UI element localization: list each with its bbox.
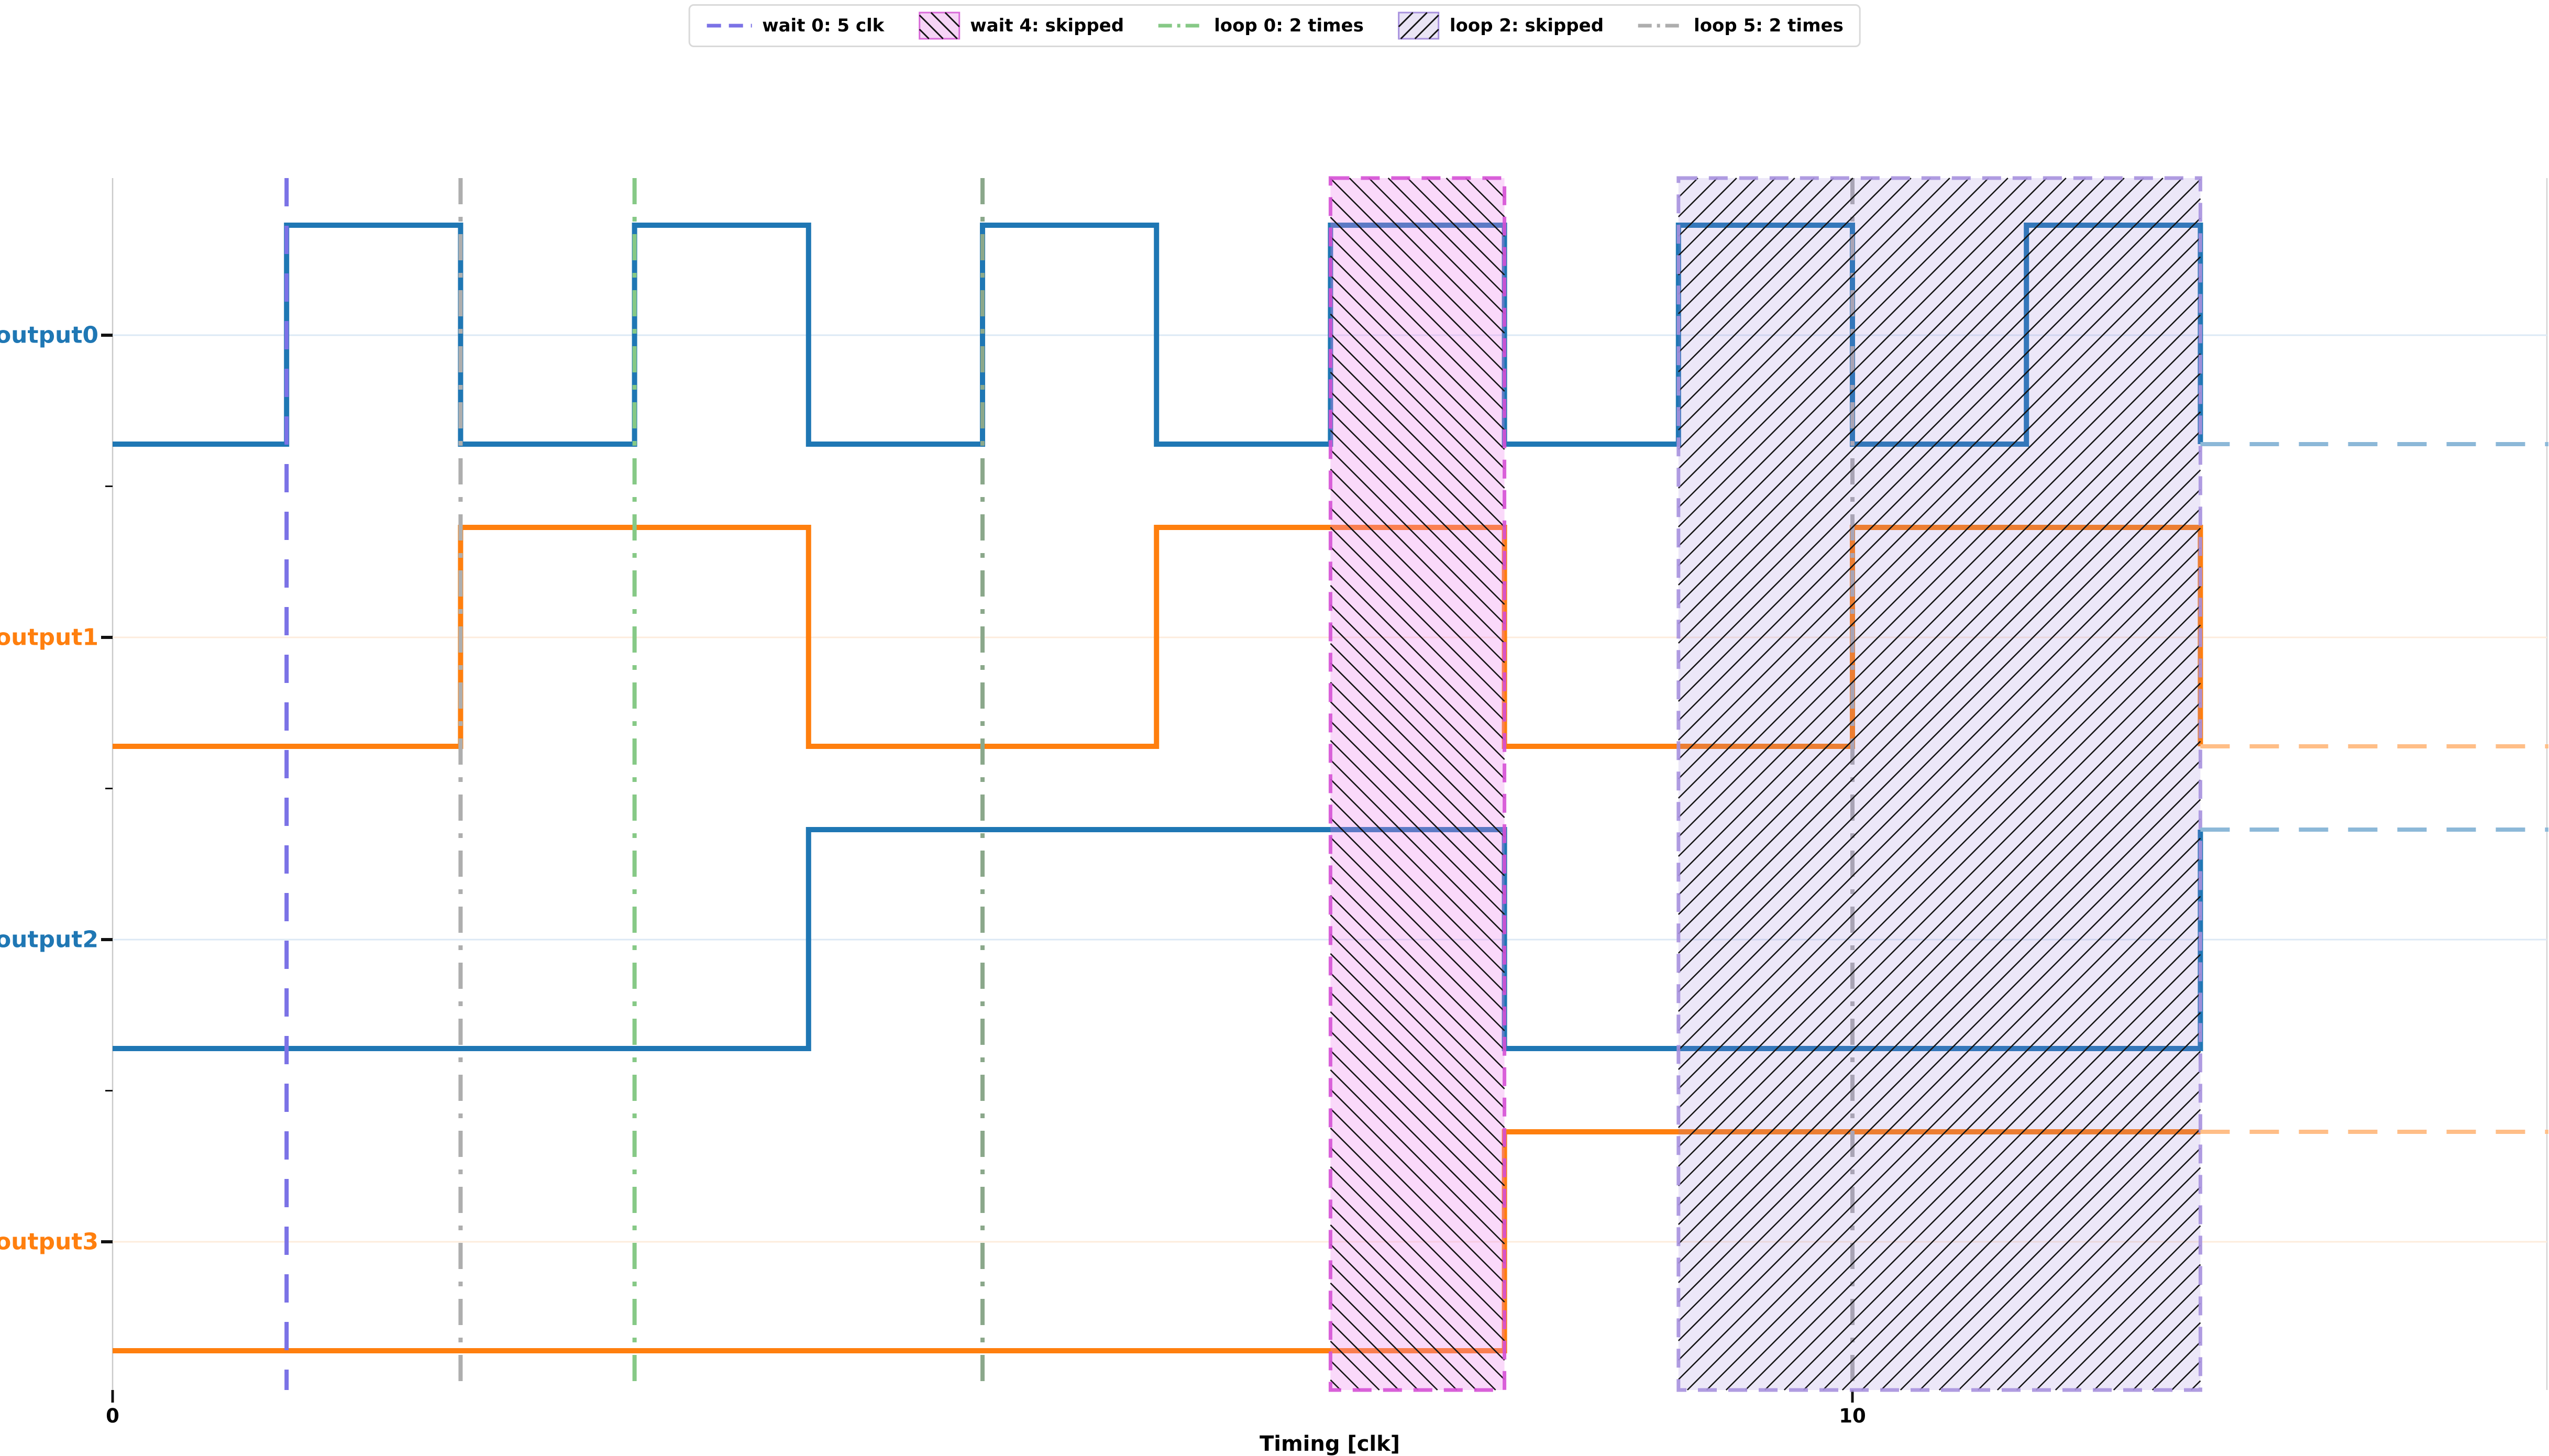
legend-label: wait 0: 5 clk (762, 15, 885, 36)
legend-label: loop 5: 2 times (1694, 15, 1844, 36)
legend-item-wait4: wait 4: skipped (918, 11, 1124, 40)
loop5-line-swatch (1637, 19, 1684, 32)
wait0-line-swatch (705, 19, 753, 32)
legend-label: loop 0: 2 times (1214, 15, 1364, 36)
skip-region-0 (1328, 176, 1507, 1392)
x-axis-title: Timing [clk] (1259, 1432, 1400, 1456)
legend-label: loop 2: skipped (1449, 15, 1604, 36)
legend-item-loop2: loop 2: skipped (1397, 11, 1604, 40)
loop0-line-swatch (1157, 19, 1205, 32)
legend: wait 0: 5 clk wait 4: skipped loop 0: 2 … (688, 4, 1861, 47)
legend-item-wait0: wait 0: 5 clk (705, 15, 884, 36)
ytick-label-output0: output0 (0, 322, 98, 349)
xtick-label-0: 0 (106, 1405, 119, 1427)
wait4-patch-swatch (918, 11, 961, 40)
legend-label: wait 4: skipped (970, 15, 1124, 36)
skip-region-1 (1676, 176, 2202, 1392)
ytick-label-output3: output3 (0, 1228, 98, 1255)
ytick-label-output2: output2 (0, 926, 98, 953)
ytick-label-output1: output1 (0, 624, 98, 651)
legend-item-loop5: loop 5: 2 times (1637, 15, 1844, 36)
loop2-patch-swatch (1397, 11, 1440, 40)
legend-item-loop0: loop 0: 2 times (1157, 15, 1364, 36)
xtick-label-10: 10 (1839, 1405, 1866, 1427)
